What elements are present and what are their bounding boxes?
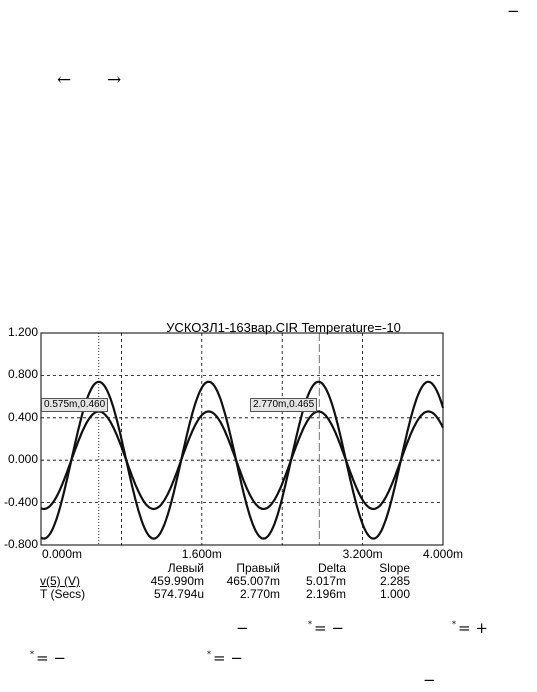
row-name: T (Secs): [40, 587, 86, 601]
readout-row-v5: v(5) (V) 459.990m 465.007m 5.017m 2.285: [40, 575, 410, 588]
cursor-value-label: 2.770m,0.465: [250, 398, 318, 412]
formula-fragment-3: * = −: [30, 649, 66, 667]
formula-fragment-1: * = −: [308, 619, 344, 637]
arrow-right-icon: →: [107, 70, 122, 90]
top-minus-symbol: −: [507, 2, 520, 20]
arrow-left-icon: ←: [57, 70, 72, 90]
formula-minus-1: −: [236, 619, 249, 637]
readout-row-time: T (Secs) 574.794u 2.770m 2.196m 1.000: [40, 588, 410, 601]
formula-fragment-2: * = +: [452, 619, 488, 637]
header-slope: Slope: [379, 561, 410, 575]
cell-slope: 1.000: [379, 587, 410, 601]
x-tick-label: 0.000m: [42, 547, 83, 561]
x-tick-label: 4.000m: [423, 547, 464, 561]
x-tick-label: 1.600m: [181, 547, 222, 561]
y-tick-label: -0.400: [3, 494, 38, 509]
series-line-2: [40, 410, 444, 511]
cell-left: 574.794u: [153, 587, 204, 601]
y-tick-label: -0.800: [3, 537, 38, 551]
formula-minus-2: −: [423, 671, 436, 689]
header-delta: Delta: [317, 561, 346, 575]
header-left: Левый: [167, 561, 204, 575]
cell-slope: 2.285: [379, 574, 410, 588]
chart-title: УСКОЗЛ1-163вар.CIR Temperature=-10: [166, 320, 401, 335]
plot-frame: [40, 332, 444, 546]
cell-right: 2.770m: [239, 587, 280, 601]
series-line-1: [40, 380, 445, 540]
cursor-value-label: 0.575m,0.460: [41, 398, 109, 412]
x-tick-label: 3.200m: [342, 547, 383, 561]
cell-right: 465.007m: [226, 574, 280, 588]
y-tick-label: 0.800: [7, 367, 38, 382]
header-right: Правый: [236, 561, 280, 575]
y-tick-label: 0.000: [7, 452, 38, 467]
cell-delta: 2.196m: [305, 587, 346, 601]
readout-table: Левый Правый Delta Slope v(5) (V) 459.99…: [40, 562, 410, 601]
row-name: v(5) (V): [40, 574, 80, 588]
y-tick-label: 0.400: [7, 409, 38, 424]
cell-left: 459.990m: [150, 574, 204, 588]
cell-delta: 5.017m: [305, 574, 346, 588]
y-tick-label: 1.200: [7, 325, 38, 339]
formula-fragment-4: * = −: [207, 649, 243, 667]
